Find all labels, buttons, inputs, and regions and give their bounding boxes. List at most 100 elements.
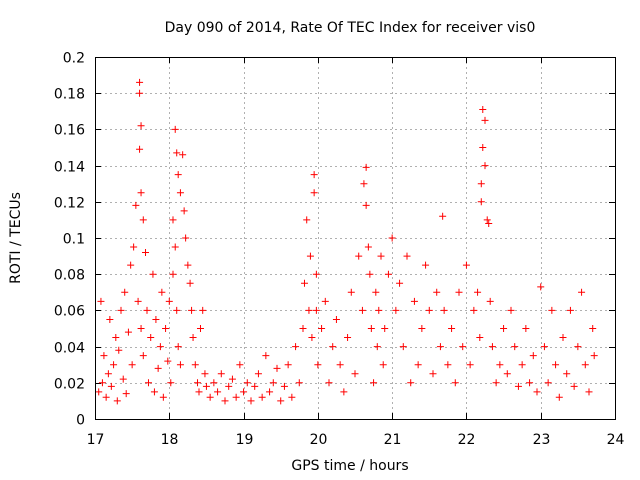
data-point — [173, 306, 181, 314]
data-point — [280, 382, 288, 390]
data-point — [488, 343, 496, 351]
data-point — [392, 306, 400, 314]
data-point — [113, 397, 121, 405]
data-point — [159, 393, 167, 401]
data-point — [362, 201, 370, 209]
data-point — [388, 234, 396, 242]
data-point — [179, 151, 187, 159]
x-axis-tick-labels: 17 18 19 20 21 22 23 24 — [87, 432, 625, 448]
data-point — [173, 149, 181, 157]
data-point — [344, 334, 352, 342]
data-point — [201, 370, 209, 378]
data-point — [459, 343, 467, 351]
data-point — [526, 379, 534, 387]
data-point — [455, 288, 463, 296]
data-point — [110, 361, 118, 369]
data-point — [206, 393, 214, 401]
data-point — [332, 315, 340, 323]
data-point — [137, 189, 145, 197]
data-point — [422, 261, 430, 269]
x-tick-label: 22 — [458, 432, 476, 448]
data-point — [384, 270, 392, 278]
data-point — [500, 325, 508, 332]
y-axis-label: ROTI / TECUs — [8, 192, 24, 284]
data-point — [477, 198, 485, 206]
data-point — [243, 379, 251, 387]
data-point — [466, 361, 474, 369]
data-point — [97, 297, 105, 305]
data-point — [364, 243, 372, 251]
y-tick-label: 0.18 — [54, 87, 85, 103]
data-point — [436, 343, 444, 351]
data-point — [202, 382, 210, 390]
data-point — [552, 361, 560, 369]
data-point — [581, 361, 589, 369]
data-point — [147, 334, 155, 342]
data-point — [251, 382, 259, 390]
data-point — [566, 306, 574, 314]
x-axis-label: GPS time / hours — [291, 458, 408, 474]
data-point — [95, 388, 103, 396]
data-point — [377, 252, 385, 260]
data-point — [124, 328, 132, 336]
data-point — [266, 388, 274, 396]
data-point — [305, 306, 313, 314]
x-tick-label: 18 — [161, 432, 179, 448]
data-point — [269, 379, 277, 387]
data-point — [555, 393, 563, 401]
data-point — [360, 180, 368, 188]
data-point — [136, 78, 144, 86]
data-point — [180, 207, 188, 215]
data-point — [106, 315, 114, 323]
y-tick-label: 0.06 — [54, 304, 85, 320]
data-point — [310, 171, 318, 179]
scatter-points — [95, 78, 598, 405]
x-tick-label: 19 — [236, 432, 254, 448]
data-point — [496, 361, 504, 369]
data-point — [299, 325, 307, 332]
data-point — [312, 306, 320, 314]
data-point — [196, 325, 204, 332]
data-point — [149, 270, 157, 278]
data-point — [214, 388, 222, 396]
data-point — [186, 279, 194, 287]
y-tick-label: 0.08 — [54, 268, 85, 284]
data-point — [158, 288, 166, 296]
data-point — [507, 306, 515, 314]
data-point — [210, 379, 218, 387]
data-point — [485, 220, 493, 228]
data-point — [479, 105, 487, 113]
x-tick-label: 17 — [87, 432, 105, 448]
data-point — [481, 162, 489, 170]
data-point — [370, 379, 378, 387]
data-point — [544, 379, 552, 387]
data-point — [492, 379, 500, 387]
data-point — [362, 163, 370, 171]
data-point — [522, 325, 530, 332]
data-point — [448, 325, 456, 332]
data-point — [258, 393, 266, 401]
data-point — [174, 171, 182, 179]
data-point — [195, 388, 203, 396]
data-point — [98, 379, 106, 387]
x-tick-label: 23 — [533, 432, 551, 448]
grid — [95, 57, 615, 419]
data-point — [288, 393, 296, 401]
data-point — [574, 343, 582, 351]
data-point — [119, 375, 127, 383]
data-point — [137, 325, 145, 332]
data-point — [372, 288, 380, 296]
data-point — [440, 306, 448, 314]
data-point — [366, 270, 374, 278]
data-point — [112, 334, 120, 342]
data-point — [429, 370, 437, 378]
data-point — [191, 361, 199, 369]
data-point — [518, 361, 526, 369]
data-point — [481, 116, 489, 124]
data-point — [563, 370, 571, 378]
data-point — [514, 382, 522, 390]
data-point — [144, 379, 152, 387]
data-point — [292, 343, 300, 351]
data-point — [277, 397, 285, 405]
